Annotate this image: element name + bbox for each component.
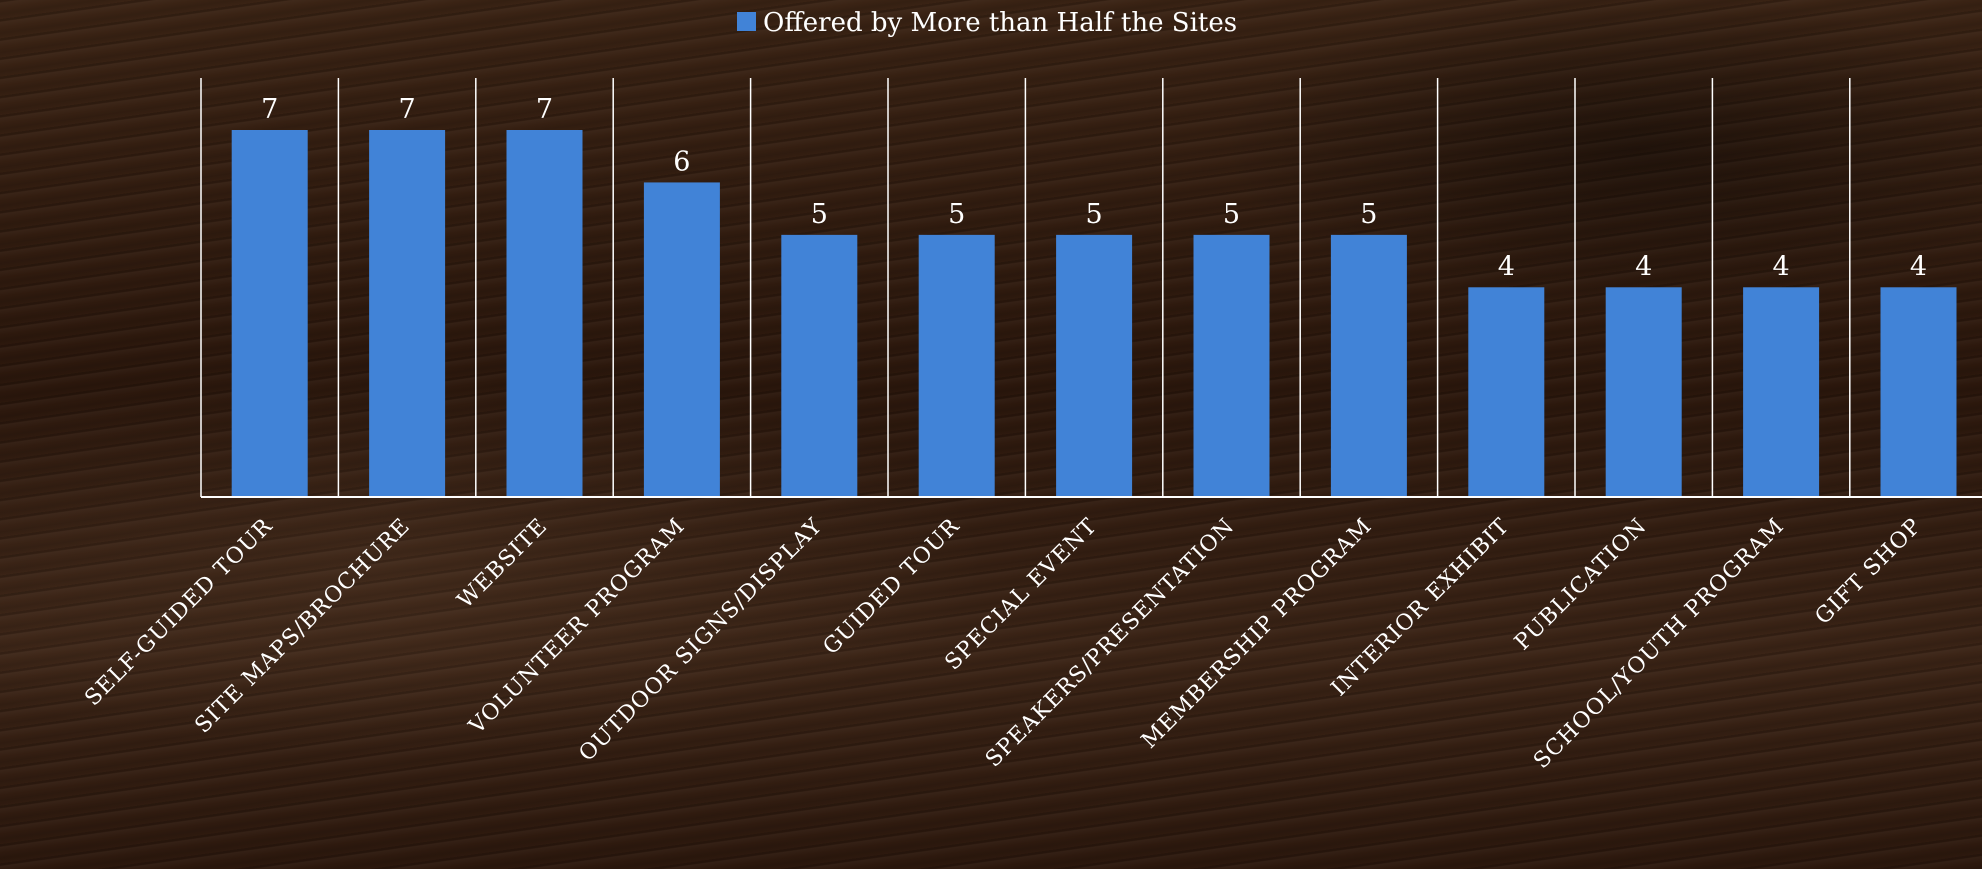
bar [1193,234,1270,497]
bar [1743,287,1820,497]
category-label: SCHOOL/YOUTH PROGRAM [1529,514,1789,774]
data-label: 4 [1498,251,1515,282]
legend-swatch [737,12,756,31]
data-label: 5 [1086,199,1103,230]
data-label: 4 [1773,251,1790,282]
bar [1468,287,1545,497]
category-label: PUBLICATION [1510,514,1652,656]
data-label: 5 [948,199,965,230]
category-label: VOLUNTEER PROGRAM [464,514,690,740]
data-labels: 7 7 7 6 5 5 5 5 5 4 4 4 4 [261,94,1927,282]
bar [1880,287,1957,497]
bar [1605,287,1682,497]
bar [506,130,583,497]
data-label: 4 [1910,251,1927,282]
category-label: SPECIAL EVENT [940,514,1102,676]
data-label: 5 [811,199,828,230]
data-label: 7 [536,94,553,125]
bar [781,234,858,497]
data-label: 5 [1360,199,1377,230]
category-label: MEMBERSHIP PROGRAM [1137,514,1377,754]
data-label: 7 [261,94,278,125]
category-separators [200,78,1851,497]
legend: Offered by More than Half the Sites [737,8,1237,38]
data-label: 5 [1223,199,1240,230]
data-label: 6 [673,146,690,177]
data-label: 7 [399,94,416,125]
data-label: 4 [1635,251,1652,282]
bar [918,234,995,497]
category-label: SPEAKERS/PRESENTATION [981,514,1240,773]
bar [1330,234,1407,497]
category-label: SITE MAPS/BROCHURE [190,514,415,739]
bar [1056,234,1133,497]
bar [231,130,308,497]
bar [369,130,446,497]
bar [643,182,720,497]
category-label: OUTDOOR SIGNS/DISPLAY [574,514,827,767]
legend-label: Offered by More than Half the Sites [763,8,1237,38]
category-label: GUIDED TOUR [819,513,966,660]
category-label: WEBSITE [453,514,553,614]
bars [231,130,1957,497]
category-label: GIFT SHOP [1811,514,1927,630]
